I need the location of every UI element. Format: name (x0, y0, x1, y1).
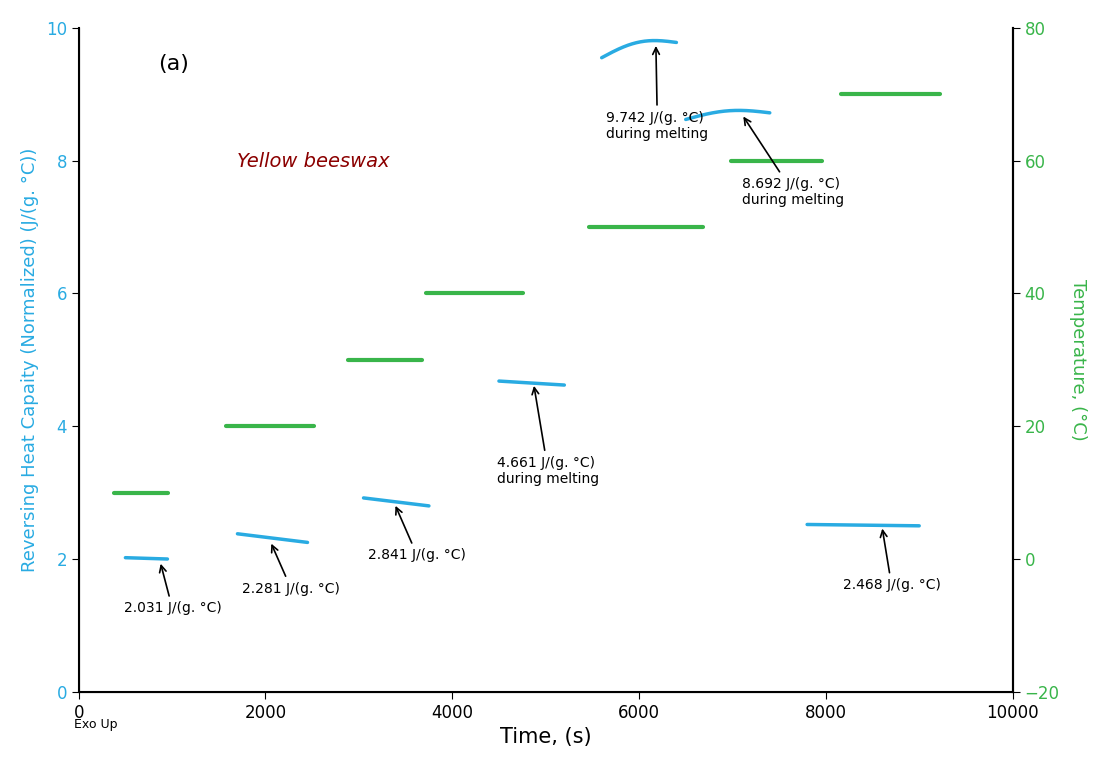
Text: (a): (a) (158, 55, 189, 74)
Text: Yellow beeswax: Yellow beeswax (237, 152, 390, 171)
Y-axis label: Reversing Heat Capaity (Normalized) (J/(g. °C)): Reversing Heat Capaity (Normalized) (J/(… (21, 147, 39, 572)
Text: 4.661 J/(g. °C)
during melting: 4.661 J/(g. °C) during melting (497, 388, 599, 486)
X-axis label: Time, (s): Time, (s) (500, 727, 592, 747)
Text: 2.281 J/(g. °C): 2.281 J/(g. °C) (243, 545, 340, 595)
Text: 2.468 J/(g. °C): 2.468 J/(g. °C) (842, 531, 941, 592)
Text: 9.742 J/(g. °C)
during melting: 9.742 J/(g. °C) during melting (606, 48, 708, 141)
Y-axis label: Temperature, (°C): Temperature, (°C) (1069, 279, 1087, 441)
Text: Exo Up: Exo Up (74, 718, 117, 731)
Text: 8.692 J/(g. °C)
during melting: 8.692 J/(g. °C) during melting (741, 118, 844, 207)
Text: 2.841 J/(g. °C): 2.841 J/(g. °C) (368, 508, 466, 562)
Text: 2.031 J/(g. °C): 2.031 J/(g. °C) (123, 565, 222, 615)
